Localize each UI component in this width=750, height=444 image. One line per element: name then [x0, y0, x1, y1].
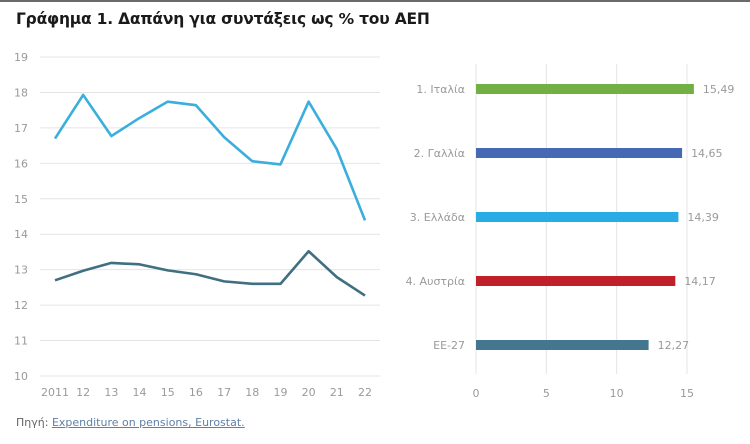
bar-value-label: 14,65	[691, 147, 723, 160]
y-tick-label: 19	[14, 51, 28, 64]
bar-value-label: 14,39	[687, 211, 719, 224]
x-tick-label: 17	[217, 386, 231, 399]
source-link[interactable]: Expenditure on pensions, Eurostat.	[51, 416, 245, 429]
y-tick-label: 13	[14, 264, 28, 277]
bar	[476, 212, 679, 222]
x-tick-label: 18	[245, 386, 259, 399]
line-series-2	[54, 249, 366, 297]
y-tick-label: 14	[14, 228, 28, 241]
source-label: Πηγή:	[16, 416, 49, 429]
bar-category-label: 2. Γαλλία	[414, 147, 465, 160]
x-tick-label: 19	[273, 386, 287, 399]
y-tick-label: 11	[14, 335, 28, 348]
bar-category-label: 4. Αυστρία	[406, 275, 465, 288]
x-tick-label: 13	[104, 386, 118, 399]
y-tick-label: 12	[14, 299, 28, 312]
bar	[476, 84, 694, 94]
bar	[476, 276, 676, 286]
bar-x-tick-label: 0	[473, 387, 480, 400]
bar-value-label: 12,27	[658, 339, 690, 352]
y-tick-label: 15	[14, 193, 28, 206]
x-tick-label: 20	[302, 386, 316, 399]
bar	[476, 148, 683, 158]
chart-title: Γράφημα 1. Δαπάνη για συντάξεις ως % του…	[16, 10, 430, 28]
bar-x-tick-label: 5	[543, 387, 550, 400]
bar-value-label: 14,17	[684, 275, 716, 288]
x-tick-label: 22	[358, 386, 372, 399]
bar-x-tick-label: 15	[680, 387, 694, 400]
bar-category-label: ΕΕ-27	[433, 339, 465, 352]
x-tick-label: 21	[330, 386, 344, 399]
y-tick-label: 10	[14, 370, 28, 383]
bar-category-label: 1. Ιταλία	[416, 83, 465, 96]
x-tick-label: 16	[189, 386, 203, 399]
source-note: Πηγή: Expenditure on pensions, Eurostat.	[16, 416, 245, 429]
bar	[476, 340, 649, 350]
x-tick-label: 2011	[41, 386, 69, 399]
bar-category-label: 3. Ελλάδα	[410, 211, 465, 224]
x-tick-label: 14	[133, 386, 147, 399]
bar-x-tick-label: 10	[610, 387, 624, 400]
line-series-1	[53, 93, 367, 221]
bar-value-label: 15,49	[703, 83, 735, 96]
y-tick-label: 18	[14, 86, 28, 99]
y-tick-label: 16	[14, 157, 28, 170]
y-tick-label: 17	[14, 122, 28, 135]
x-tick-label: 12	[76, 386, 90, 399]
x-tick-label: 15	[161, 386, 175, 399]
